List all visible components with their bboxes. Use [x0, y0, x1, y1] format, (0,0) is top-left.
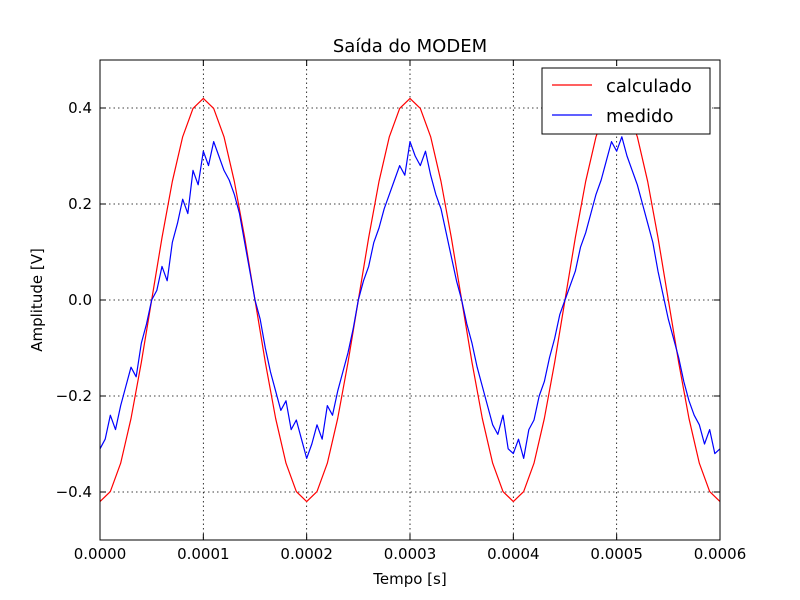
plot-frame [99, 59, 721, 541]
legend: calculado medido [541, 67, 711, 135]
y-tick-label: 0.0 [68, 291, 92, 309]
legend-box [541, 67, 711, 135]
chart-title: Saída do MODEM [333, 36, 487, 57]
legend-label-medido: medido [606, 106, 673, 127]
y-axis-label: Amplitude [V] [28, 248, 46, 352]
y-tick-label: −0.4 [56, 483, 92, 501]
x-tick-label: 0.0002 [280, 545, 333, 563]
x-axis-label: Tempo [s] [372, 570, 446, 588]
x-tick-label: 0.0004 [487, 545, 540, 563]
x-tick-label: 0.0001 [177, 545, 230, 563]
x-tick-label: 0.0005 [590, 545, 643, 563]
x-tick-label: 0.0000 [74, 545, 127, 563]
y-tick-label: 0.4 [68, 99, 92, 117]
x-tick-label: 0.0003 [384, 545, 437, 563]
y-tick-label: 0.2 [68, 195, 92, 213]
x-tick-label: 0.0006 [694, 545, 747, 563]
series-line-medido [99, 136, 721, 459]
y-tick-label: −0.2 [56, 387, 92, 405]
grid [100, 60, 720, 540]
legend-label-calculado: calculado [606, 76, 692, 97]
axis-ticks: 0.0000 0.0001 0.0002 0.0003 0.0004 0.0005 0.00… [56, 60, 747, 563]
